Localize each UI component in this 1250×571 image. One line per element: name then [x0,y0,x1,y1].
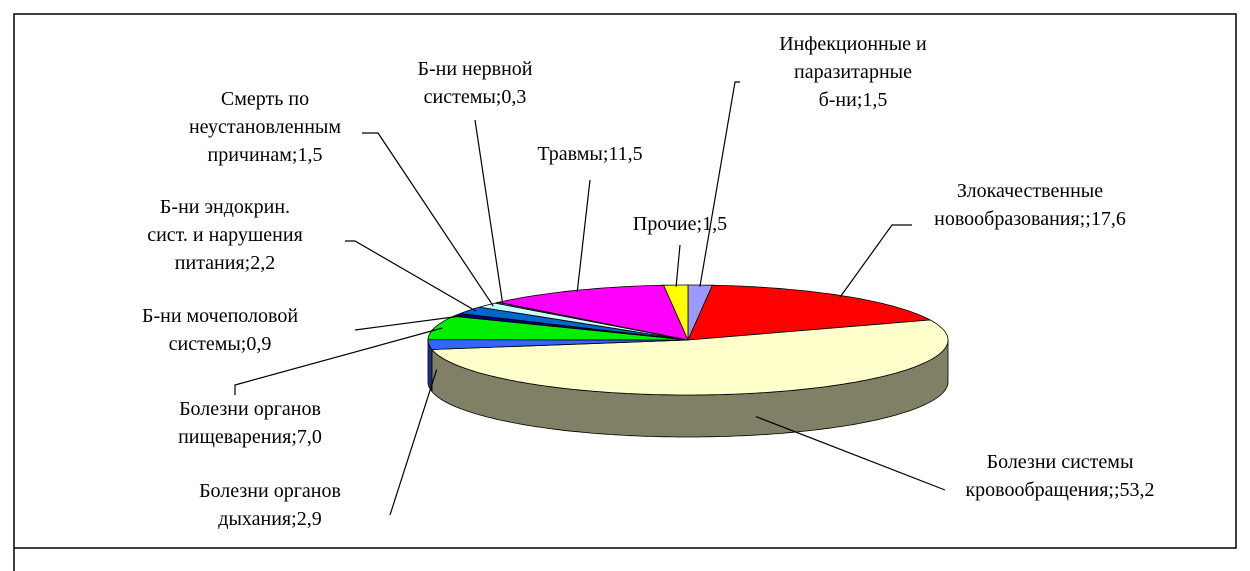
chart-frame [13,13,1237,571]
value-label: 2,9 [297,508,322,530]
label-line: дыхания [218,508,291,530]
pie-slice [427,315,689,341]
category-label: Травмы [537,143,603,165]
value-label: 53,2 [1120,479,1155,501]
pie-slice [460,306,689,341]
label-line: сист. и нарушения [147,224,303,246]
leader-line [362,132,494,307]
pie-slice [479,302,689,341]
label-separator: ; [291,508,297,530]
leader-line [839,224,912,298]
value-label: 1,5 [297,144,322,166]
label-line: паразитарные [794,61,912,83]
label-line: новообразования; [934,208,1085,230]
data-label: Прочие; 1,5 [633,213,727,235]
label-line: Инфекционные и [779,33,927,55]
data-label: Травмы; 11,5 [537,143,642,165]
label-line: Б-ни эндокрин. [160,196,290,218]
label-line: Злокачественные [957,180,1103,202]
category-label: Б-ни мочеполовой системы [142,305,298,355]
label-separator: ; [1114,479,1120,501]
value-label: 1,5 [862,89,887,111]
data-label: Смерть по неустановленным причинам; 1,5 [189,88,341,166]
leader-line [389,369,438,516]
value-label: 2,2 [250,252,275,274]
value-label: 1,5 [702,213,727,235]
label-line: Б-ни мочеполовой [142,305,298,327]
leader-line [345,240,477,312]
data-label: Б-ни эндокрин. сист. и нарушения питания; … [147,196,303,274]
leader-line [755,416,946,491]
label-line: Болезни органов [199,480,341,502]
category-label: Болезни системы кровообращения; [965,451,1133,501]
label-separator: ; [496,86,502,108]
value-label: 17,6 [1091,208,1126,230]
leader-line [474,119,504,304]
pie-slice [498,284,689,341]
pie-slice [431,319,949,396]
pie-slice [427,339,689,350]
data-label: Б-ни мочеполовой системы; 0,9 [142,305,298,355]
leader-line [354,315,464,331]
category-label: Б-ни эндокрин. сист. и нарушения питания [147,196,303,274]
label-line: причинам [208,144,293,166]
label-separator: ; [697,213,703,235]
category-label: Злокачественные новообразования; [934,180,1103,230]
label-line: Прочие [633,213,697,235]
pie-slice [687,284,932,341]
category-label: Болезни органов дыхания [199,480,341,530]
label-line: кровообращения; [965,479,1114,501]
data-label: Болезни системы кровообращения;; 53,2 [965,451,1154,501]
category-label: Прочие [633,213,697,235]
label-separator: ; [245,252,251,274]
data-label: Б-ни нервной системы; 0,3 [418,58,533,108]
category-label: Болезни органов пищеварения [178,398,321,448]
label-separator: ; [857,89,863,111]
label-separator: ; [291,426,297,448]
value-label: 11,5 [608,143,642,165]
leader-line [234,327,443,395]
label-line: системы [169,333,241,355]
label-line: Болезни системы [987,451,1134,473]
label-line: неустановленным [189,116,341,138]
data-label: Злокачественные новообразования;; 17,6 [934,180,1126,230]
category-label: Инфекционные и паразитарные б-ни [779,33,927,111]
label-line: Болезни органов [179,398,321,420]
label-separator: ; [292,144,298,166]
data-label: Инфекционные и паразитарные б-ни; 1,5 [779,33,927,111]
label-line: пищеварения [178,426,291,448]
label-line: Травмы [537,143,603,165]
label-separator: ; [1085,208,1091,230]
value-label: 0,3 [501,86,526,108]
data-label: Болезни органов пищеварения; 7,0 [178,398,322,448]
leader-line [576,179,591,293]
label-separator: ; [603,143,609,165]
category-label: Б-ни нервной системы [418,58,533,108]
label-line: питания [175,252,245,274]
label-line: Б-ни нервной [418,58,533,80]
data-label: Болезни органов дыхания; 2,9 [199,480,341,530]
label-line: системы [424,86,496,108]
leader-line [675,244,681,287]
label-separator: ; [241,333,247,355]
value-label: 0,9 [246,333,271,355]
label-line: б-ни [819,89,858,111]
category-label: Смерть по неустановленным причинам [189,88,341,166]
label-line: Смерть по [221,88,309,110]
leader-line [699,81,740,287]
value-label: 7,0 [297,426,322,448]
